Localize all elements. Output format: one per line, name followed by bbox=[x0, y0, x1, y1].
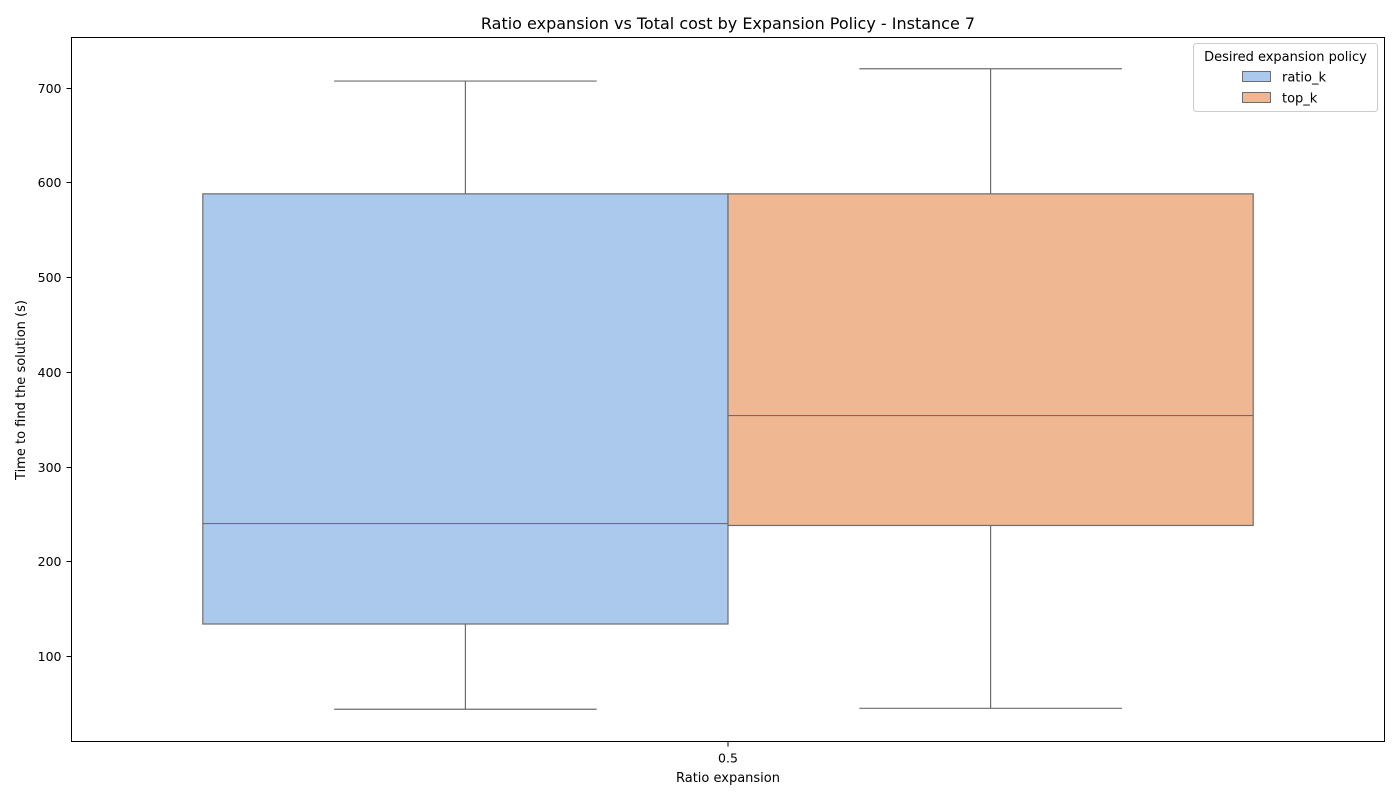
legend-title: Desired expansion policy bbox=[1204, 50, 1367, 65]
y-tick-label: 700 bbox=[38, 81, 62, 96]
box-top_k bbox=[727, 68, 1254, 709]
legend: Desired expansion policy ratio_k top_k bbox=[1193, 43, 1378, 112]
box-iqr bbox=[727, 193, 1254, 527]
y-tick-label: 100 bbox=[38, 649, 62, 664]
chart-title: Ratio expansion vs Total cost by Expansi… bbox=[481, 14, 975, 33]
legend-swatch-top_k bbox=[1242, 92, 1271, 103]
x-axis-label: Ratio expansion bbox=[676, 771, 780, 786]
x-tick-label: 0.5 bbox=[718, 751, 738, 766]
box-ratio_k bbox=[202, 80, 729, 710]
y-tick-label: 300 bbox=[38, 460, 62, 475]
plot-area bbox=[202, 68, 1254, 710]
box-iqr bbox=[202, 193, 729, 625]
y-axis-label: Time to find the solution (s) bbox=[14, 300, 29, 481]
y-tick-label: 400 bbox=[38, 365, 62, 380]
x-axis: 0.5 bbox=[718, 741, 738, 766]
y-tick-label: 600 bbox=[38, 175, 62, 190]
y-tick-label: 200 bbox=[38, 554, 62, 569]
y-axis: 100 200 300 400 500 600 700 bbox=[38, 81, 72, 664]
legend-frame bbox=[1193, 43, 1378, 112]
legend-swatch-ratio_k bbox=[1242, 71, 1271, 82]
y-tick-label: 500 bbox=[38, 270, 62, 285]
legend-label-top_k: top_k bbox=[1282, 92, 1318, 107]
legend-label-ratio_k: ratio_k bbox=[1282, 71, 1326, 86]
